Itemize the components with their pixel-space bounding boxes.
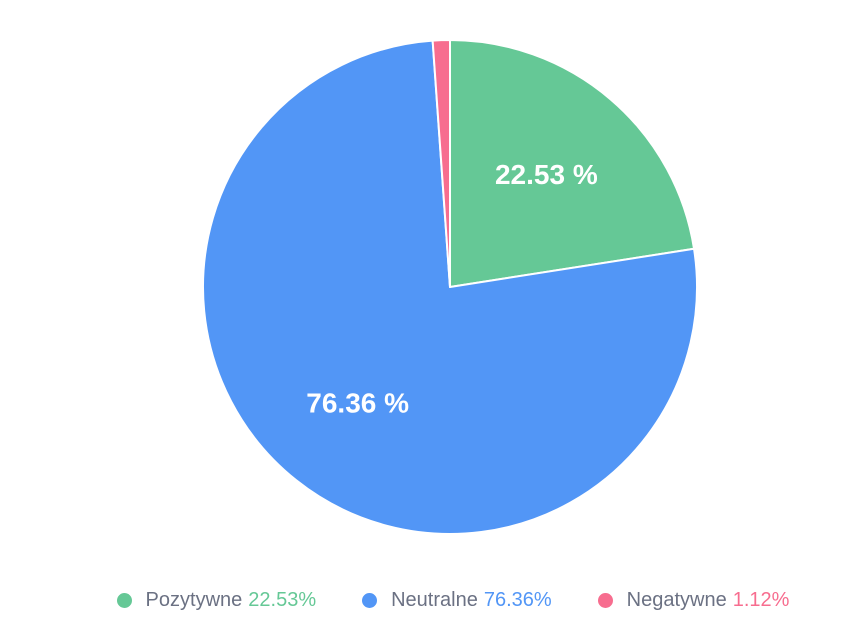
slice-label-neutralne: 76.36 % [306,387,409,418]
pie-slice-pozytywne[interactable] [449,39,696,288]
legend-item-neutralne[interactable]: Neutralne 76.36% [362,586,552,614]
legend-value-pozytywne: 22.53% [248,589,317,611]
legend-value-neutralne: 76.36% [483,589,552,611]
pie-chart[interactable]: 22.53 % 76.36 % [0,0,866,560]
legend-item-pozytywne[interactable]: Pozytywne 22.53% [116,586,317,614]
legend-label-negatywne: Negatywne [626,589,727,611]
legend-item-negatywne[interactable]: Negatywne 1.12% [597,586,790,614]
legend-dot-pozytywne-icon [116,592,132,608]
legend-dot-neutralne-icon [362,592,378,608]
legend-label-pozytywne: Pozytywne [145,589,243,611]
chart-legend: Pozytywne 22.53% Neutralne 76.36% Negaty… [0,586,866,614]
legend-dot-negatywne-icon [597,592,613,608]
legend-label-neutralne: Neutralne [391,589,478,611]
slice-label-pozytywne: 22.53 % [495,159,598,190]
legend-value-negatywne: 1.12% [732,589,790,611]
pie-slice-negatywne[interactable] [431,38,451,288]
